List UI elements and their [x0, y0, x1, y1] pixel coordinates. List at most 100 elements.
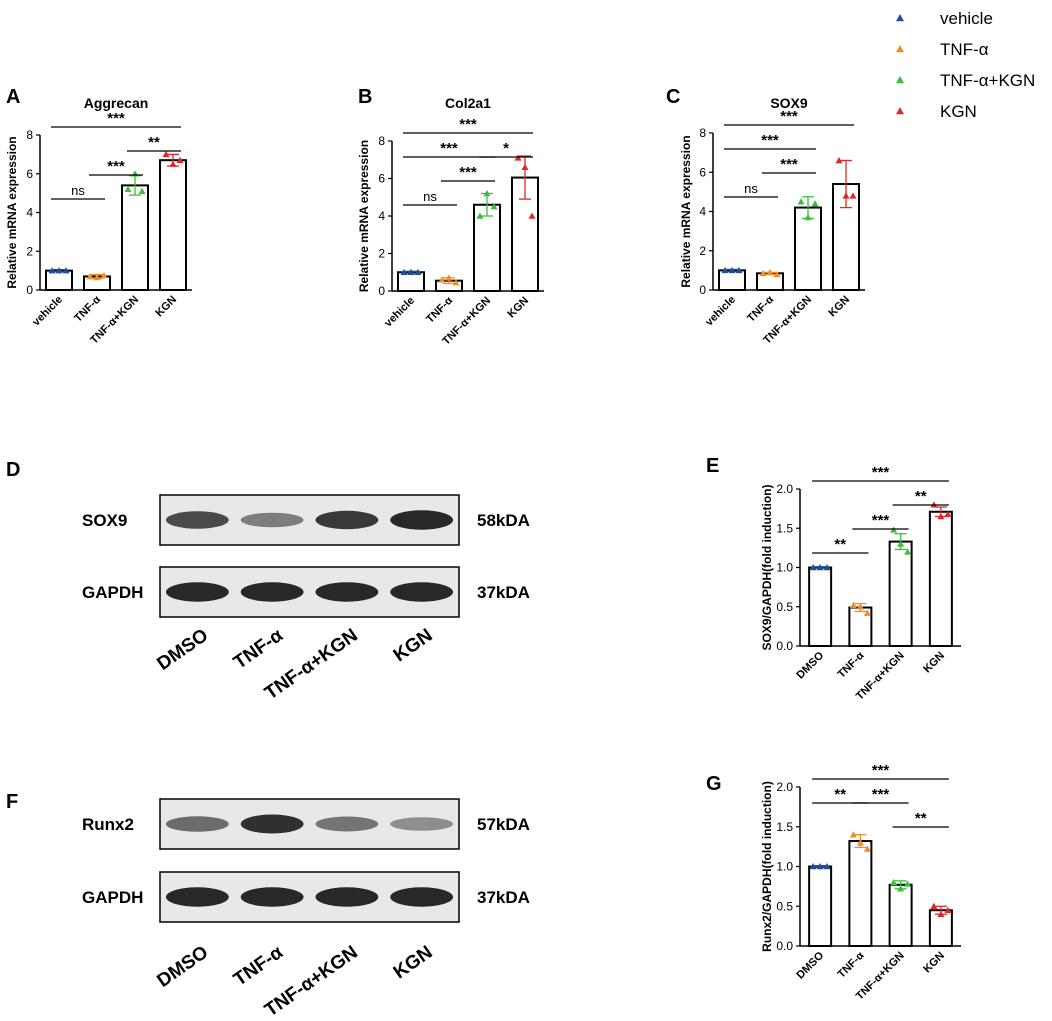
- y-tick-label: 0: [699, 283, 706, 297]
- data-point: [816, 863, 824, 870]
- lane-label: KGN: [390, 942, 437, 983]
- bar: [808, 566, 833, 647]
- blot-band: [165, 511, 229, 529]
- panel-letter: A: [6, 86, 20, 108]
- data-point: [904, 880, 912, 887]
- molecular-weight-label: 37kDA: [477, 888, 530, 907]
- blot-band: [315, 816, 379, 832]
- blot-band: [240, 887, 304, 907]
- panel-letter: G: [706, 773, 722, 795]
- chart-B: B Col2a1 0 2 4 6 8 Relative mRNA expression vehi…: [357, 86, 544, 347]
- x-tick-label: vehicle: [30, 294, 65, 329]
- panel-letter: E: [706, 455, 719, 477]
- significance-label: **: [148, 134, 160, 151]
- significance-label: ***: [872, 512, 890, 529]
- blot-band: [390, 887, 454, 907]
- data-point: [849, 831, 857, 838]
- x-tick-label: KGN: [505, 295, 531, 321]
- data-point: [856, 839, 864, 846]
- protein-label: GAPDH: [82, 888, 143, 907]
- significance-label: ***: [761, 132, 779, 149]
- y-tick-label: 0.0: [776, 939, 793, 953]
- bar: [159, 159, 187, 291]
- y-axis-label: Relative mRNA expression: [5, 136, 19, 288]
- legend-marker-icon: [896, 45, 904, 53]
- y-tick-label: 1.5: [776, 820, 793, 834]
- y-tick-label: 8: [378, 134, 385, 148]
- molecular-weight-label: 37kDA: [477, 583, 530, 602]
- y-tick-label: 4: [699, 205, 706, 219]
- data-point: [124, 185, 132, 193]
- data-point: [400, 268, 408, 276]
- protein-label: Runx2: [82, 815, 134, 834]
- blot-band: [240, 582, 304, 602]
- data-point: [162, 150, 170, 158]
- data-point: [735, 266, 743, 274]
- data-point: [890, 878, 898, 886]
- significance-label: ***: [872, 464, 890, 481]
- data-point: [93, 273, 101, 281]
- bar: [848, 840, 873, 947]
- x-tick-label: TNF-α: [72, 293, 103, 324]
- y-tick-label: 0: [26, 283, 33, 297]
- data-point: [728, 266, 736, 274]
- data-point: [944, 510, 952, 517]
- bar: [45, 269, 73, 291]
- protein-label: GAPDH: [82, 583, 143, 602]
- data-point: [863, 845, 871, 852]
- x-tick-label: TNF-α: [836, 949, 867, 980]
- blot-band: [165, 816, 229, 832]
- chart-title: SOX9: [770, 95, 808, 111]
- data-point: [804, 213, 812, 221]
- significance-label: ns: [423, 189, 437, 204]
- lane-label: TNF-α: [230, 625, 287, 674]
- significance-label: ***: [780, 108, 798, 125]
- data-point: [414, 268, 422, 276]
- blot-band: [165, 887, 229, 907]
- y-tick-label: 1.5: [776, 521, 793, 535]
- significance-label: **: [915, 488, 927, 505]
- significance-label: ***: [780, 156, 798, 173]
- lane-label: DMSO: [154, 942, 213, 992]
- legend-label: TNF-α: [940, 40, 989, 59]
- y-tick-label: 6: [26, 167, 33, 181]
- blot-band: [315, 887, 379, 907]
- y-tick-label: 4: [26, 206, 33, 220]
- panel-letter: D: [6, 459, 20, 481]
- y-tick-label: 2: [26, 244, 33, 258]
- data-point: [835, 156, 843, 164]
- data-point: [773, 270, 781, 278]
- y-tick-label: 2.0: [776, 482, 793, 496]
- data-point: [797, 198, 805, 205]
- significance-label: ***: [440, 140, 458, 157]
- legend-label: TNF-α+KGN: [940, 71, 1035, 90]
- blot-band: [165, 582, 229, 602]
- x-tick-label: KGN: [921, 650, 947, 676]
- chart-title: Col2a1: [445, 95, 491, 111]
- y-axis-label: Relative mRNA expression: [357, 140, 371, 292]
- data-point: [528, 212, 536, 219]
- data-point: [809, 564, 817, 571]
- data-point: [521, 163, 529, 171]
- data-point: [849, 192, 857, 199]
- lane-label: DMSO: [154, 625, 213, 675]
- y-tick-label: 1.0: [776, 561, 793, 575]
- data-point: [823, 863, 831, 870]
- data-point: [930, 902, 938, 910]
- data-point: [138, 187, 146, 194]
- data-point: [100, 271, 108, 279]
- data-point: [86, 272, 94, 280]
- data-point: [476, 212, 484, 219]
- blot-band: [315, 510, 379, 530]
- data-point: [445, 274, 453, 281]
- bar: [888, 540, 913, 647]
- significance-label: ***: [872, 762, 890, 779]
- x-tick-label: vehicle: [703, 294, 738, 329]
- y-tick-label: 0.0: [776, 639, 793, 653]
- data-point: [407, 268, 415, 276]
- blot-band: [390, 817, 454, 831]
- y-tick-label: 8: [699, 126, 706, 140]
